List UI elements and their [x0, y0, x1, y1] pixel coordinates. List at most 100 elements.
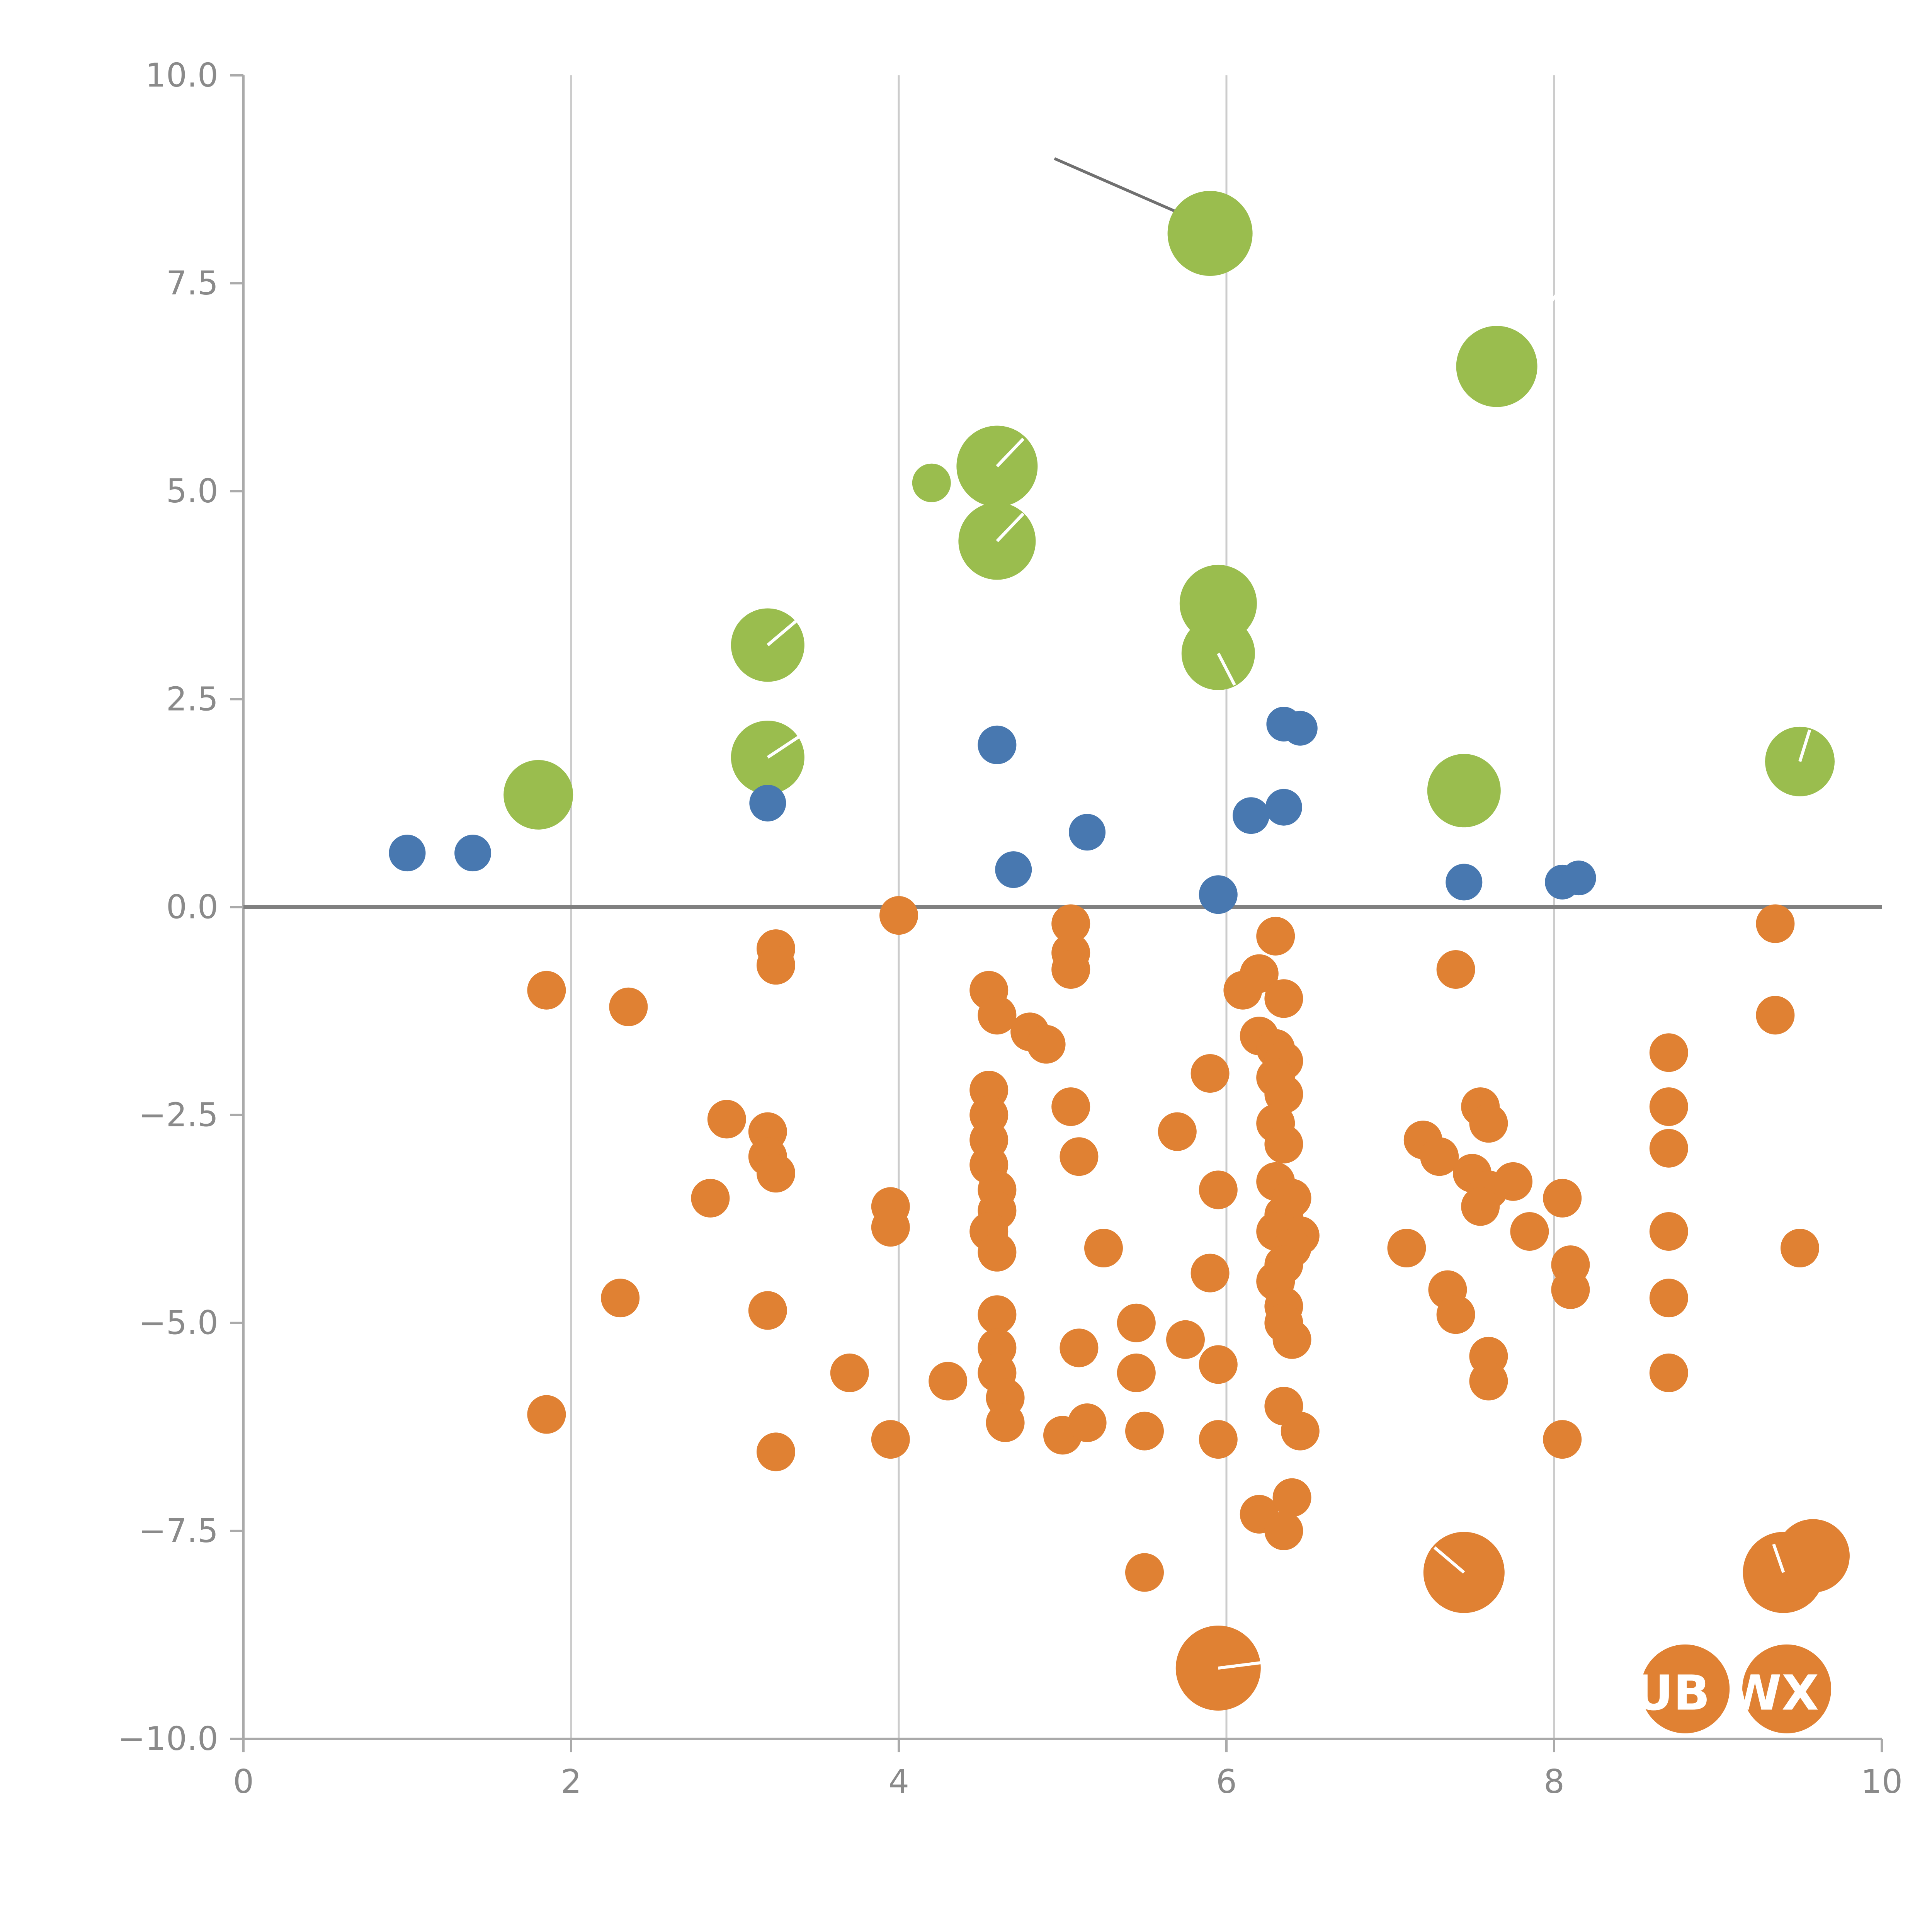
- data-point-orange: [1776, 1519, 1850, 1593]
- data-point-green: [1427, 754, 1501, 828]
- data-point-orange: [1051, 950, 1090, 989]
- data-point-orange: [978, 996, 1017, 1035]
- x-tick-label: 6: [1216, 1763, 1237, 1801]
- data-point-green: [731, 608, 804, 682]
- data-point-orange: [1387, 1229, 1426, 1268]
- data-point-orange: [1420, 1137, 1459, 1176]
- data-point-orange: [1436, 1295, 1475, 1334]
- bubble-text-label: UB: [1634, 1665, 1710, 1721]
- x-tick-label: 4: [888, 1763, 909, 1801]
- data-point-orange: [1649, 1212, 1688, 1251]
- data-point-orange: [1084, 1229, 1123, 1268]
- y-tick-label: 7.5: [166, 264, 218, 303]
- data-point-orange: [1199, 1170, 1238, 1209]
- data-point-orange: [1510, 1212, 1549, 1251]
- data-point-orange: [757, 1432, 795, 1471]
- data-point-green: [1456, 326, 1537, 407]
- data-point-orange: [691, 1179, 730, 1218]
- data-point-orange: [1264, 1075, 1303, 1114]
- data-point-orange: [986, 1403, 1025, 1442]
- data-point-orange: [757, 1154, 795, 1193]
- data-point-orange: [1756, 996, 1795, 1035]
- data-point-orange: [1494, 1162, 1532, 1201]
- data-point-orange: [707, 1100, 746, 1139]
- data-point-orange: [1166, 1320, 1205, 1359]
- data-point-orange: [879, 896, 918, 935]
- x-tick-label: 2: [561, 1763, 582, 1801]
- data-point-orange: [1051, 1087, 1090, 1126]
- data-point-orange: [1240, 954, 1279, 993]
- data-point-orange: [929, 1362, 968, 1401]
- data-point-green: [731, 721, 804, 794]
- data-point-orange: [1117, 1303, 1156, 1342]
- leader-tick: [1217, 653, 1236, 686]
- data-point-orange: [609, 987, 648, 1026]
- data-point-orange: [1461, 1187, 1500, 1226]
- data-point-orange: [1027, 1025, 1066, 1064]
- data-point-orange: [1272, 1478, 1311, 1517]
- y-tick-label: −2.5: [139, 1096, 218, 1134]
- x-tick-label: 8: [1544, 1763, 1565, 1801]
- data-point-orange: [1125, 1412, 1164, 1451]
- leader-tick: [996, 437, 1025, 468]
- data-point-orange: [1649, 1033, 1688, 1072]
- data-point-orange: [1158, 1112, 1197, 1151]
- data-point-orange: [1068, 1403, 1107, 1442]
- data-point-blue: [978, 725, 1017, 764]
- data-point-blue: [995, 851, 1032, 888]
- data-point-orange: [1125, 1553, 1164, 1592]
- leader-tick: [1433, 1546, 1465, 1574]
- data-point-orange: [1756, 904, 1795, 943]
- data-point-orange: [871, 1420, 910, 1459]
- y-tick-label: −10.0: [118, 1720, 218, 1758]
- y-tick-label: −5.0: [139, 1304, 218, 1342]
- data-point-orange: [1649, 1279, 1688, 1318]
- data-point-orange: [830, 1353, 869, 1392]
- data-point-blue: [389, 835, 426, 872]
- bubble-text-label: WX: [1728, 1665, 1819, 1721]
- data-point-orange: [1199, 1345, 1238, 1384]
- data-point-orange: [1641, 1644, 1730, 1733]
- data-point-orange: [1272, 1320, 1311, 1359]
- data-point-blue: [1265, 789, 1302, 826]
- x-tick-label: 10: [1861, 1763, 1903, 1801]
- data-point-orange: [1543, 1179, 1582, 1218]
- y-tick-label: 5.0: [166, 472, 218, 510]
- leader-tick: [767, 734, 801, 759]
- data-point-blue: [749, 784, 786, 821]
- data-point-orange: [1742, 1644, 1832, 1733]
- data-point-orange: [1117, 1353, 1156, 1392]
- leader-tick: [1798, 729, 1811, 762]
- data-point-orange: [1649, 1129, 1688, 1168]
- y-tick-label: 2.5: [166, 680, 218, 718]
- data-point-green: [1167, 190, 1253, 276]
- data-point-blue: [1233, 797, 1270, 834]
- data-point-orange: [527, 1395, 566, 1434]
- data-point-blue: [1561, 861, 1596, 896]
- data-point-green: [912, 463, 951, 502]
- leader-tick: [996, 512, 1025, 543]
- data-point-orange: [1543, 1420, 1582, 1459]
- data-point-orange: [978, 1233, 1017, 1272]
- data-point-orange: [1649, 1353, 1688, 1392]
- data-point-orange: [1264, 1124, 1303, 1163]
- leader-tick: [1544, 282, 1567, 310]
- data-point-blue: [454, 835, 492, 872]
- data-point-orange: [1469, 1362, 1508, 1401]
- data-point-orange: [527, 971, 566, 1010]
- data-point-green: [503, 760, 573, 830]
- data-point-blue: [1199, 875, 1238, 914]
- data-point-orange: [757, 946, 795, 985]
- data-point-blue: [1282, 711, 1318, 746]
- x-tick-label: 0: [233, 1763, 254, 1801]
- leader-tick: [767, 619, 798, 646]
- data-point-blue: [1446, 864, 1483, 901]
- data-point-orange: [1649, 1087, 1688, 1126]
- data-point-orange: [1060, 1328, 1099, 1367]
- data-point-orange: [1190, 1054, 1230, 1093]
- data-point-orange: [1051, 904, 1090, 943]
- data-point-orange: [1199, 1420, 1238, 1459]
- data-point-orange: [748, 1291, 787, 1330]
